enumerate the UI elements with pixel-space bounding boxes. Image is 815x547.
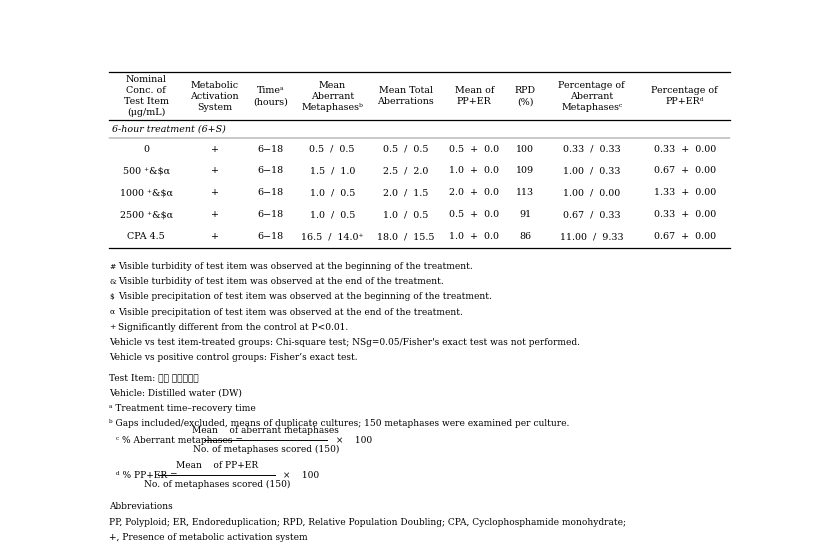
Text: 1000 ⁺&$α: 1000 ⁺&$α [120, 188, 173, 197]
Text: +, Presence of metabolic activation system: +, Presence of metabolic activation syst… [109, 533, 308, 542]
Text: Vehicle vs positive control groups: Fisher’s exact test.: Vehicle vs positive control groups: Fish… [109, 353, 358, 362]
Text: Abbreviations: Abbreviations [109, 502, 174, 511]
Text: ᵃ Treatment time–recovery time: ᵃ Treatment time–recovery time [109, 404, 256, 413]
Text: Visible precipitation of test item was observed at the end of the treatment.: Visible precipitation of test item was o… [117, 307, 463, 317]
Text: +: + [211, 188, 218, 197]
Text: 0.5  /  0.5: 0.5 / 0.5 [383, 144, 429, 154]
Text: Vehicle vs test item-treated groups: Chi-square test; NSg=0.05/Fisher's exact te: Vehicle vs test item-treated groups: Chi… [109, 338, 580, 347]
Text: Timeᵃ
(hours): Timeᵃ (hours) [253, 86, 289, 106]
Text: 6−18: 6−18 [258, 188, 284, 197]
Text: Visible precipitation of test item was observed at the beginning of the treatmen: Visible precipitation of test item was o… [117, 293, 491, 301]
Text: 1.5  /  1.0: 1.5 / 1.0 [310, 166, 355, 176]
Text: +: + [211, 166, 218, 176]
Text: 0.33  +  0.00: 0.33 + 0.00 [654, 144, 716, 154]
Text: 86: 86 [519, 232, 531, 241]
Text: 2.0  +  0.0: 2.0 + 0.0 [449, 188, 500, 197]
Text: Nominal
Conc. of
Test Item
(μg/mL): Nominal Conc. of Test Item (μg/mL) [124, 75, 169, 118]
Text: 113: 113 [516, 188, 534, 197]
Text: #: # [109, 263, 116, 271]
Text: 11.00  /  9.33: 11.00 / 9.33 [560, 232, 623, 241]
Text: Visible turbidity of test item was observed at the end of the treatment.: Visible turbidity of test item was obser… [117, 277, 443, 286]
Text: 0.5  +  0.0: 0.5 + 0.0 [449, 144, 500, 154]
Text: Test Item: 세신 열수추출물: Test Item: 세신 열수추출물 [109, 374, 199, 382]
Text: 18.0  /  15.5: 18.0 / 15.5 [377, 232, 434, 241]
Text: RPD
(%): RPD (%) [514, 86, 535, 106]
Text: PP, Polyploid; ER, Endoreduplication; RPD, Relative Population Doubling; CPA, Cy: PP, Polyploid; ER, Endoreduplication; RP… [109, 517, 627, 527]
Text: 0.5  /  0.5: 0.5 / 0.5 [310, 144, 355, 154]
Text: Visible turbidity of test item was observed at the beginning of the treatment.: Visible turbidity of test item was obser… [117, 262, 473, 271]
Text: 6−18: 6−18 [258, 232, 284, 241]
Text: 0.5  +  0.0: 0.5 + 0.0 [449, 210, 500, 219]
Text: ᶜ % Aberrant metaphases =: ᶜ % Aberrant metaphases = [116, 435, 245, 445]
Text: +: + [211, 232, 218, 241]
Text: α: α [109, 308, 115, 316]
Text: 1.33  +  0.00: 1.33 + 0.00 [654, 188, 716, 197]
Text: 16.5  /  14.0⁺: 16.5 / 14.0⁺ [301, 232, 363, 241]
Text: 1.0  /  0.5: 1.0 / 0.5 [310, 188, 355, 197]
Text: CPA 4.5: CPA 4.5 [127, 232, 165, 241]
Text: 0.33  /  0.33: 0.33 / 0.33 [563, 144, 621, 154]
Text: Mean
Aberrant
Metaphasesᵇ: Mean Aberrant Metaphasesᵇ [302, 80, 363, 112]
Text: 2.0  /  1.5: 2.0 / 1.5 [383, 188, 429, 197]
Text: Mean    of PP+ER: Mean of PP+ER [176, 461, 258, 470]
Text: 1.00  /  0.33: 1.00 / 0.33 [563, 166, 620, 176]
Text: 1.0  /  0.5: 1.0 / 0.5 [310, 210, 355, 219]
Text: 2500 ⁺&$α: 2500 ⁺&$α [120, 210, 173, 219]
Text: No. of metaphases scored (150): No. of metaphases scored (150) [143, 480, 290, 489]
Text: &: & [109, 278, 117, 286]
Text: +: + [211, 144, 218, 154]
Text: 0.33  +  0.00: 0.33 + 0.00 [654, 210, 716, 219]
Text: 0.67  +  0.00: 0.67 + 0.00 [654, 166, 716, 176]
Text: 0: 0 [143, 144, 149, 154]
Text: +: + [211, 210, 218, 219]
Text: Significantly different from the control at P<0.01.: Significantly different from the control… [117, 323, 348, 331]
Text: 100: 100 [516, 144, 534, 154]
Text: ×    100: × 100 [333, 435, 372, 445]
Text: 6−18: 6−18 [258, 144, 284, 154]
Text: ᵇ Gaps included/excluded, means of duplicate cultures; 150 metaphases were exami: ᵇ Gaps included/excluded, means of dupli… [109, 419, 570, 428]
Text: Percentage of
PP+ERᵈ: Percentage of PP+ERᵈ [651, 86, 718, 106]
Text: 1.0  +  0.0: 1.0 + 0.0 [449, 232, 500, 241]
Text: Vehicle: Distilled water (DW): Vehicle: Distilled water (DW) [109, 389, 242, 398]
Text: No. of metaphases scored (150): No. of metaphases scored (150) [192, 445, 339, 454]
Text: +: + [109, 323, 116, 331]
Text: 500 ⁺&$α: 500 ⁺&$α [123, 166, 170, 176]
Text: 1.0  +  0.0: 1.0 + 0.0 [449, 166, 500, 176]
Text: Mean of
PP+ER: Mean of PP+ER [455, 86, 494, 106]
Text: 1.0  /  0.5: 1.0 / 0.5 [383, 210, 429, 219]
Text: Mean    of aberrant metaphases: Mean of aberrant metaphases [192, 427, 339, 435]
Text: 91: 91 [519, 210, 531, 219]
Text: 0.67  +  0.00: 0.67 + 0.00 [654, 232, 716, 241]
Text: 2.5  /  2.0: 2.5 / 2.0 [383, 166, 429, 176]
Text: 109: 109 [516, 166, 534, 176]
Text: Mean Total
Aberrations: Mean Total Aberrations [377, 86, 434, 106]
Text: Metabolic
Activation
System: Metabolic Activation System [191, 80, 239, 112]
Text: 6-hour treatment (6+S): 6-hour treatment (6+S) [112, 125, 226, 133]
Text: Percentage of
Aberrant
Metaphasesᶜ: Percentage of Aberrant Metaphasesᶜ [558, 80, 625, 112]
Text: $: $ [109, 293, 114, 301]
Text: 1.00  /  0.00: 1.00 / 0.00 [563, 188, 620, 197]
Text: ×    100: × 100 [280, 470, 319, 480]
Text: ᵈ % PP+ER =: ᵈ % PP+ER = [116, 470, 180, 480]
Text: 6−18: 6−18 [258, 166, 284, 176]
Text: 6−18: 6−18 [258, 210, 284, 219]
Text: 0.67  /  0.33: 0.67 / 0.33 [563, 210, 620, 219]
